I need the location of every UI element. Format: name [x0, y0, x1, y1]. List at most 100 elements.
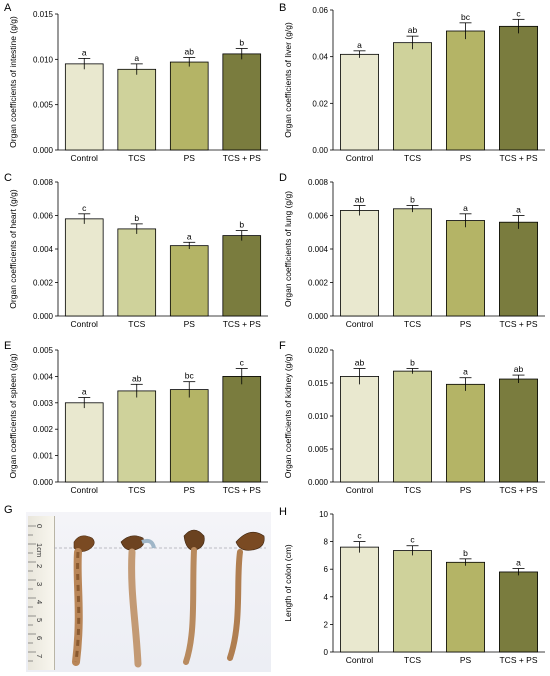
- y-tick-label: 0.003: [33, 399, 54, 408]
- bar-ps: [169, 245, 209, 317]
- significance-letter: b: [134, 213, 139, 223]
- significance-letter: a: [82, 387, 87, 397]
- y-tick-label: 0.000: [308, 478, 329, 487]
- y-tick-label: 0.020: [308, 346, 329, 355]
- significance-letter: b: [410, 357, 415, 367]
- bar-ps: [169, 389, 209, 483]
- significance-letter: a: [134, 53, 139, 63]
- x-tick-label: TCS + PS: [499, 485, 537, 495]
- bar-control: [340, 210, 379, 317]
- panel-label: F: [279, 340, 286, 352]
- bar-control: [340, 53, 379, 151]
- chart-heart-svg: C Organ coefficients of heart (g/g) 0.000 0…: [4, 172, 268, 329]
- bar-tcs-ps: [499, 571, 538, 653]
- bar-ps: [169, 61, 209, 151]
- bar-tcs: [393, 208, 432, 317]
- y-tick-label: 0.004: [33, 245, 54, 254]
- x-tick-label: Control: [346, 485, 374, 495]
- significance-letter: ab: [355, 194, 365, 204]
- bar-tcs: [117, 228, 157, 317]
- x-tick-label: TCS: [128, 485, 145, 495]
- y-tick-label: 0.005: [308, 445, 329, 454]
- y-tick-label: 0.005: [33, 346, 54, 355]
- bar-tcs-ps: [499, 25, 538, 151]
- y-tick-label: 0.006: [33, 212, 54, 221]
- chart-liver-svg: B Organ coefficients of liver (g/g) 0.00 0.…: [279, 2, 545, 163]
- y-tick-label: 0.005: [33, 101, 54, 110]
- chart-panel-liver: B Organ coefficients of liver (g/g) 0.00 0.…: [275, 0, 550, 170]
- y-axis-label: Organ coefficients of lung (g/g): [283, 191, 293, 307]
- panel-label: H: [279, 506, 287, 518]
- ruler: 0 1cm 2 3 4 5 6 7: [28, 516, 55, 670]
- chart-lung-svg: D Organ coefficients of lung (g/g) 0.000 0.…: [279, 172, 545, 329]
- x-tick-label: TCS: [404, 485, 421, 495]
- y-axis-label: Organ coefficients of liver (g/g): [283, 22, 293, 138]
- x-tick-label: PS: [184, 153, 196, 163]
- colon-sample-tcs-ps: [227, 531, 265, 661]
- colon-photo: 0 1cm 2 3 4 5 6 7: [26, 512, 271, 672]
- significance-letter: bc: [461, 12, 471, 22]
- y-tick-label: 0.004: [308, 245, 329, 254]
- x-tick-label: Control: [346, 153, 374, 163]
- ruler-ticks: [28, 525, 36, 662]
- significance-letter: b: [239, 37, 244, 47]
- x-tick-label: TCS: [404, 655, 421, 665]
- significance-letter: ab: [185, 47, 195, 57]
- y-tick-label: 0.000: [308, 312, 329, 321]
- bar-tcs: [117, 390, 157, 483]
- y-tick-label: 0: [324, 648, 329, 657]
- panel-label: D: [279, 172, 287, 184]
- bar-control: [64, 63, 104, 151]
- significance-letter: b: [463, 548, 468, 558]
- y-axis-label: Organ coefficients of kidney (g/g): [283, 354, 293, 479]
- x-tick-label: Control: [71, 319, 99, 329]
- bar-tcs: [117, 68, 157, 151]
- panel-label: B: [279, 2, 286, 14]
- chart-panel-spleen: E Organ coefficients of spleen (g/g) 0.000…: [0, 338, 275, 504]
- significance-letter: a: [463, 203, 468, 213]
- significance-letter: ab: [514, 364, 524, 374]
- y-tick-label: 0.000: [33, 478, 54, 487]
- y-tick-label: 0.06: [312, 6, 328, 15]
- significance-letter: a: [516, 205, 521, 215]
- x-tick-label: PS: [460, 319, 472, 329]
- bar-ps: [446, 220, 485, 317]
- significance-letter: a: [516, 558, 521, 568]
- x-tick-label: Control: [71, 153, 99, 163]
- y-axis-label: Organ coefficients of intestine (g/g): [8, 16, 18, 148]
- y-tick-label: 8: [324, 538, 329, 547]
- x-tick-label: TCS + PS: [223, 319, 261, 329]
- y-tick-label: 0.008: [308, 178, 329, 187]
- x-tick-label: TCS: [128, 319, 145, 329]
- panel-label: C: [4, 172, 12, 184]
- chart-panel-heart: C Organ coefficients of heart (g/g) 0.000 0…: [0, 170, 275, 338]
- x-tick-label: PS: [460, 153, 472, 163]
- x-tick-label: TCS + PS: [223, 485, 261, 495]
- y-tick-label: 6: [324, 565, 329, 574]
- y-tick-label: 0.004: [33, 372, 54, 381]
- bar-tcs-ps: [499, 378, 538, 483]
- significance-letter: b: [410, 194, 415, 204]
- y-tick-label: 0.006: [308, 212, 329, 221]
- chart-panel-intestine: A Organ coefficients of intestine (g/g) 0.…: [0, 0, 275, 170]
- chart-colon-length-svg: H Length of colon (cm) 0 2 4 6 8 10 c Control c TCS…: [279, 506, 545, 665]
- significance-letter: ab: [355, 357, 365, 367]
- y-tick-label: 0.008: [33, 178, 54, 187]
- x-tick-label: PS: [184, 319, 196, 329]
- y-tick-label: 0.02: [312, 99, 328, 108]
- x-tick-label: TCS + PS: [499, 319, 537, 329]
- significance-letter: c: [357, 531, 362, 541]
- y-tick-label: 10: [319, 510, 328, 519]
- x-tick-label: TCS + PS: [223, 153, 261, 163]
- panel-label: A: [4, 2, 12, 14]
- bar-ps: [446, 383, 485, 483]
- significance-letter: c: [82, 203, 87, 213]
- chart-panel-lung: D Organ coefficients of lung (g/g) 0.000 0.…: [275, 170, 550, 338]
- significance-letter: ab: [408, 25, 418, 35]
- y-axis-label: Organ coefficients of spleen (g/g): [8, 353, 18, 478]
- bar-control: [340, 376, 379, 483]
- colon-samples: [54, 529, 266, 668]
- y-tick-label: 0.015: [33, 10, 54, 19]
- significance-letter: bc: [185, 371, 195, 381]
